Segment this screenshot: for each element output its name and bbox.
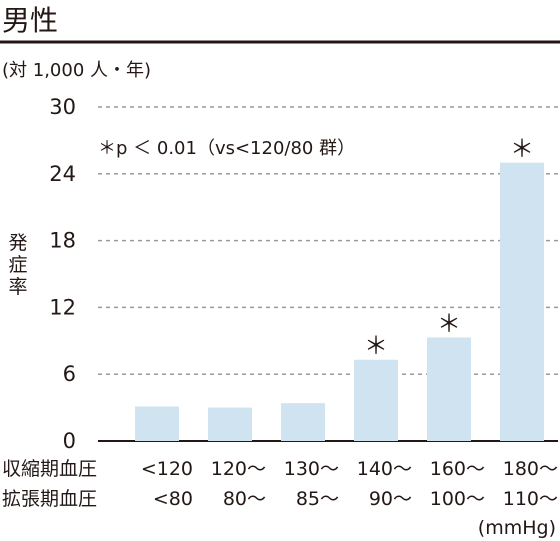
- significance-markers: ＊ ＊ ＊: [364, 135, 534, 360]
- y-tick-label: 6: [63, 362, 76, 386]
- bar: [281, 403, 325, 441]
- significance-star: ＊: [364, 332, 388, 360]
- x-tick-labels: <120 <80 120～ 80～ 130～ 85～ 140～ 90～ 160～ 100～ 180～…: [141, 458, 558, 510]
- bar: [135, 406, 179, 441]
- x-tick-label-sbp: 120～: [211, 458, 266, 480]
- bar: [354, 359, 398, 441]
- sbp-row-label: 収縮期血圧: [2, 458, 97, 480]
- x-tick-label-dbp: <80: [153, 488, 193, 510]
- dbp-row-label: 拡張期血圧: [2, 488, 97, 510]
- y-axis-label-char: 発: [8, 232, 27, 254]
- x-tick-label-sbp: 180～: [503, 458, 558, 480]
- bar: [500, 162, 544, 441]
- bars: [135, 162, 544, 441]
- x-tick-label-sbp: 140～: [357, 458, 412, 480]
- x-tick-label-sbp: <120: [141, 458, 193, 480]
- y-tick-labels: 0 6 12 18 24 30: [49, 95, 76, 453]
- y-tick-label: 12: [49, 295, 76, 319]
- y-axis-label-char: 率: [8, 276, 27, 298]
- significance-star: ＊: [437, 309, 461, 337]
- bar: [208, 407, 252, 441]
- y-tick-label: 24: [49, 162, 76, 186]
- chart-title: 男性: [2, 4, 58, 37]
- unit-label: (対 1,000 人・年): [2, 60, 151, 81]
- bar: [427, 337, 471, 441]
- x-tick-label-dbp: 100～: [430, 488, 485, 510]
- significance-note: ＊p ＜ 0.01（vs<120/80 群）: [98, 138, 355, 159]
- x-tick-label-dbp: 90～: [369, 488, 412, 510]
- y-axis-label: 発症率: [8, 232, 27, 298]
- y-tick-label: 18: [49, 229, 76, 253]
- y-tick-label: 0: [63, 429, 76, 453]
- significance-star: ＊: [510, 135, 534, 163]
- x-tick-label-dbp: 80～: [223, 488, 266, 510]
- y-axis-label-char: 症: [8, 254, 27, 276]
- x-tick-label-dbp: 110～: [503, 488, 558, 510]
- x-tick-label-sbp: 160～: [430, 458, 485, 480]
- unit-mmhg: (mmHg): [478, 517, 556, 539]
- x-tick-label-dbp: 85～: [296, 488, 339, 510]
- x-tick-label-sbp: 130～: [284, 458, 339, 480]
- y-tick-label: 30: [49, 95, 76, 119]
